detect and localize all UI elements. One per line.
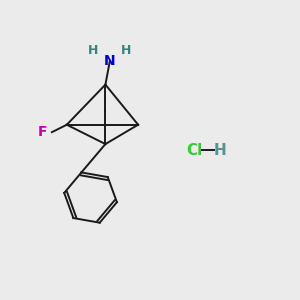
Text: F: F	[38, 125, 48, 139]
Text: N: N	[104, 54, 116, 68]
Text: H: H	[214, 142, 226, 158]
Text: H: H	[88, 44, 99, 57]
Text: Cl: Cl	[187, 142, 203, 158]
Text: H: H	[121, 44, 131, 57]
